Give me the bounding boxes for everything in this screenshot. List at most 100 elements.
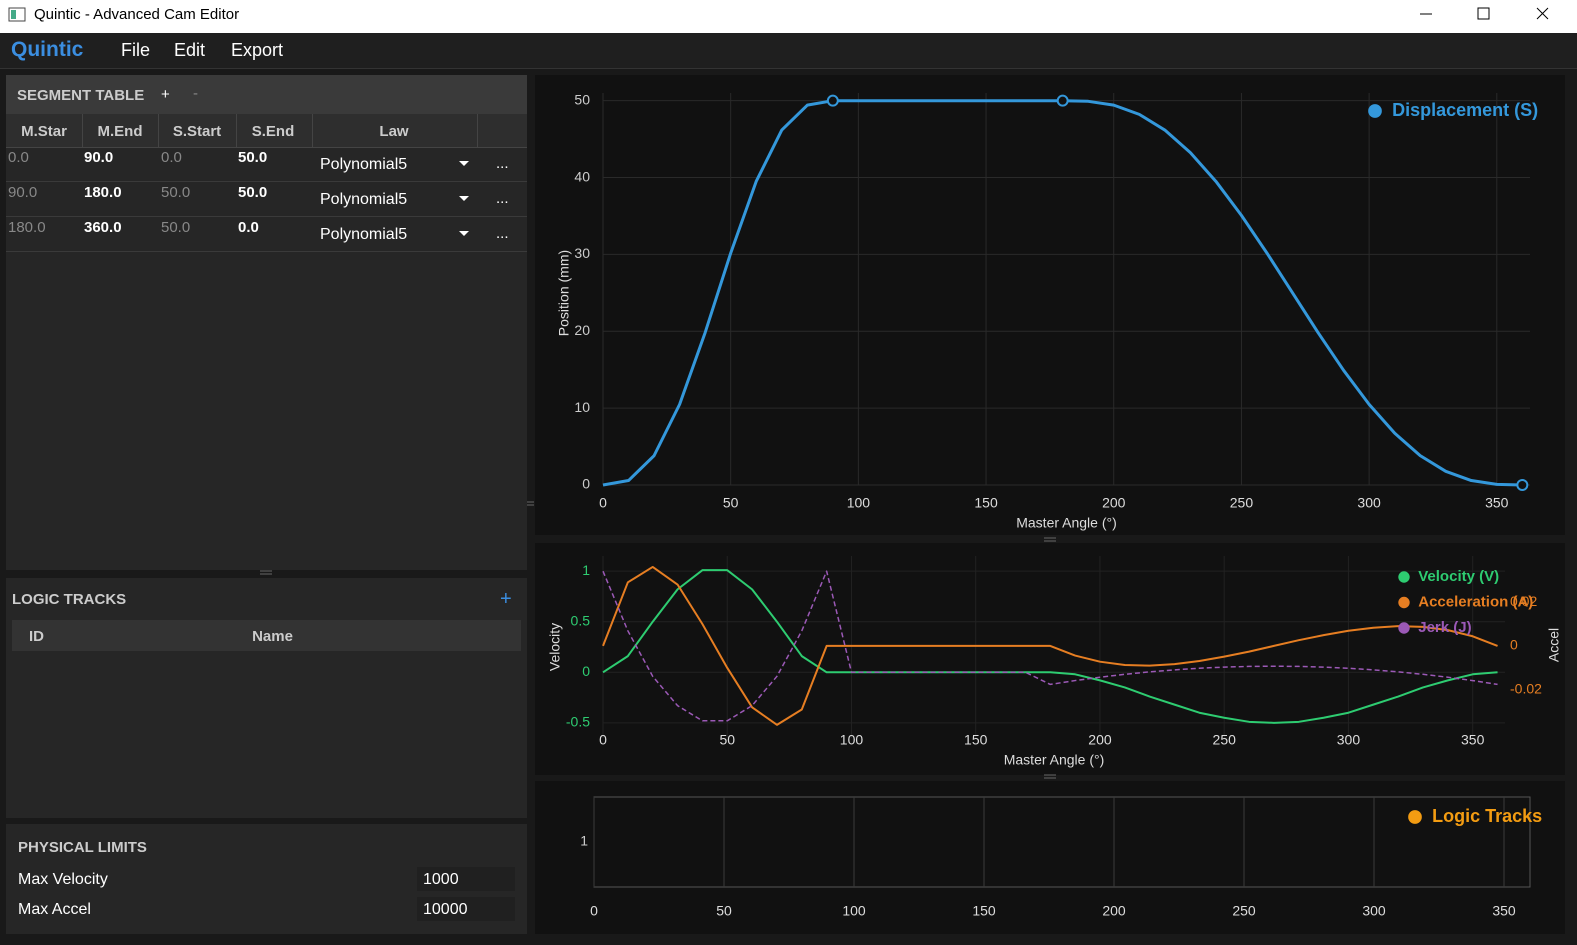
y-tick-label: 50 <box>574 91 590 107</box>
row-divider <box>6 181 527 182</box>
menu-item[interactable]: File <box>121 40 151 60</box>
dropdown-arrow[interactable] <box>459 161 469 166</box>
cell[interactable]: 0.0 <box>8 149 29 166</box>
more-button[interactable]: ... <box>496 155 509 172</box>
x-tick-label: 0 <box>599 495 607 511</box>
chart-panel <box>535 781 1565 934</box>
cell[interactable]: 90.0 <box>8 184 38 201</box>
field-label: Max Accel <box>18 901 91 918</box>
window-title: Quintic - Advanced Cam Editor <box>34 6 240 23</box>
column-divider <box>82 114 83 147</box>
chart-panel <box>535 543 1565 775</box>
control-point <box>1056 94 1069 107</box>
column-header: M.Star <box>21 123 67 140</box>
column-header: Name <box>252 628 293 645</box>
x-tick-label: 100 <box>842 903 866 919</box>
menu-bar <box>0 33 1577 69</box>
panel-header <box>6 75 527 114</box>
law-dropdown[interactable]: Polynomial5 <box>320 226 408 243</box>
menu-item[interactable]: Edit <box>174 40 206 60</box>
close[interactable] <box>1536 7 1549 20</box>
legend-marker <box>1398 622 1410 634</box>
series-line <box>602 569 1498 724</box>
y-tick-label: 30 <box>574 245 590 261</box>
column-header: M.End <box>97 123 143 140</box>
law-dropdown[interactable]: Polynomial5 <box>320 156 408 173</box>
add-button[interactable]: + <box>500 588 512 610</box>
column-divider <box>312 114 313 147</box>
y-tick-label: 10 <box>574 399 590 415</box>
cell[interactable]: 50.0 <box>161 219 191 236</box>
more-button[interactable]: ... <box>496 190 509 207</box>
cell[interactable]: 180.0 <box>8 219 46 236</box>
x-tick-label: 350 <box>1461 732 1485 748</box>
cell[interactable]: 180.0 <box>84 184 122 201</box>
remove-button[interactable]: - <box>193 85 198 102</box>
x-tick-label: 350 <box>1485 495 1509 511</box>
series-line <box>602 565 1498 726</box>
x-tick-label: 0 <box>599 732 607 748</box>
column-header: ID <box>29 628 44 645</box>
x-tick-label: 50 <box>719 732 735 748</box>
cell[interactable]: 50.0 <box>238 149 268 166</box>
y2-tick-label: -0.02 <box>1510 680 1542 696</box>
x-tick-label: 200 <box>1102 903 1126 919</box>
more-button[interactable]: ... <box>496 225 509 242</box>
x-tick-label: 350 <box>1492 903 1516 919</box>
cell[interactable]: 90.0 <box>84 149 114 166</box>
x-axis-label: Master Angle (°) <box>1004 752 1105 768</box>
panel-title: SEGMENT TABLE <box>17 87 145 104</box>
field-label: Max Velocity <box>18 871 108 888</box>
legend-label: Velocity (V) <box>1418 568 1499 585</box>
y-tick-label: -0.5 <box>566 714 590 730</box>
cell[interactable]: 0.0 <box>161 149 182 166</box>
y-tick-label: 20 <box>574 322 590 338</box>
x-axis-label: Master Angle (°) <box>1016 515 1117 531</box>
x-tick-label: 200 <box>1088 732 1112 748</box>
cell[interactable]: 50.0 <box>238 184 268 201</box>
splitter <box>260 501 1056 779</box>
legend-label: Jerk (J) <box>1418 619 1471 636</box>
x-tick-label: 200 <box>1102 495 1126 511</box>
column-divider <box>158 114 159 147</box>
app-icon <box>8 7 26 22</box>
x-tick-label: 250 <box>1213 732 1237 748</box>
field-input[interactable] <box>417 897 515 921</box>
law-dropdown[interactable]: Polynomial5 <box>320 191 408 208</box>
add-button[interactable]: + <box>161 86 170 103</box>
x-tick-label: 150 <box>972 903 996 919</box>
y-tick-label: 0.5 <box>571 612 591 628</box>
y-tick-label: 40 <box>574 168 590 184</box>
field-value[interactable]: 1000 <box>423 871 459 888</box>
cell[interactable]: 0.0 <box>238 219 259 236</box>
maximize[interactable] <box>1477 7 1490 20</box>
y-axis-label: Position (mm) <box>556 250 572 336</box>
row-divider <box>6 216 527 217</box>
menu-item[interactable]: Export <box>231 40 284 60</box>
title-bar <box>0 0 1577 33</box>
legend-marker <box>1398 571 1410 583</box>
column-divider <box>477 114 478 147</box>
x-tick-label: 300 <box>1357 495 1381 511</box>
legend-marker <box>1408 810 1422 824</box>
field-value[interactable]: 10000 <box>423 901 468 918</box>
panel-title: LOGIC TRACKS <box>12 591 127 608</box>
field-input[interactable] <box>417 867 515 891</box>
row-divider <box>6 251 527 252</box>
column-divider <box>236 114 237 147</box>
dropdown-arrow[interactable] <box>459 231 469 236</box>
column-header: Law <box>379 123 409 140</box>
cell[interactable]: 360.0 <box>84 219 122 236</box>
legend-label: Acceleration (A) <box>1418 593 1533 610</box>
panel-title: PHYSICAL LIMITS <box>18 839 147 856</box>
y-tick-label: 0 <box>582 663 590 679</box>
legend-marker <box>1368 104 1382 118</box>
logic-panel: LOGIC TRACKS + ID Name <box>6 578 527 818</box>
cell[interactable]: 50.0 <box>161 184 191 201</box>
x-tick-label: 150 <box>974 495 998 511</box>
limits-panel: PHYSICAL LIMITS Max Velocity 1000 Max Acce… <box>6 824 527 934</box>
dropdown-arrow[interactable] <box>459 196 469 201</box>
control-point <box>826 94 839 107</box>
